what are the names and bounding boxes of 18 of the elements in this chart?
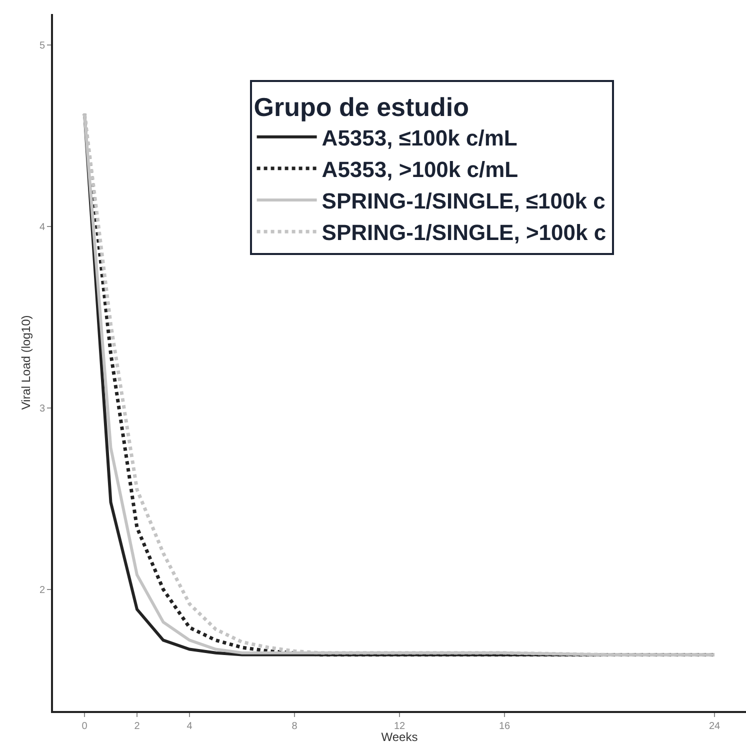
y-axis-title: Viral Load (log10) bbox=[19, 315, 34, 410]
x-tick-label: 2 bbox=[134, 721, 140, 732]
legend-label: SPRING-1/SINGLE, >100k c bbox=[322, 220, 606, 246]
x-tick-label: 24 bbox=[708, 721, 720, 732]
y-tick-label: 3 bbox=[39, 403, 46, 414]
x-tick-label: 0 bbox=[82, 721, 88, 732]
legend-label: SPRING-1/SINGLE, ≤100k c bbox=[322, 188, 606, 214]
x-tick-label: 16 bbox=[498, 721, 510, 732]
legend-label: A5353, >100k c/mL bbox=[322, 156, 518, 182]
x-axis-title: Weeks bbox=[381, 730, 418, 744]
x-tick-label: 8 bbox=[292, 721, 298, 732]
y-tick-label: 4 bbox=[39, 222, 46, 233]
x-tick-label: 4 bbox=[186, 721, 193, 732]
legend-label: A5353, ≤100k c/mL bbox=[322, 125, 518, 150]
y-tick-label: 2 bbox=[39, 584, 46, 596]
legend-title: Grupo de estudio bbox=[254, 92, 470, 122]
x-tick-label: 12 bbox=[394, 721, 406, 732]
y-tick-label: 5 bbox=[39, 40, 46, 52]
